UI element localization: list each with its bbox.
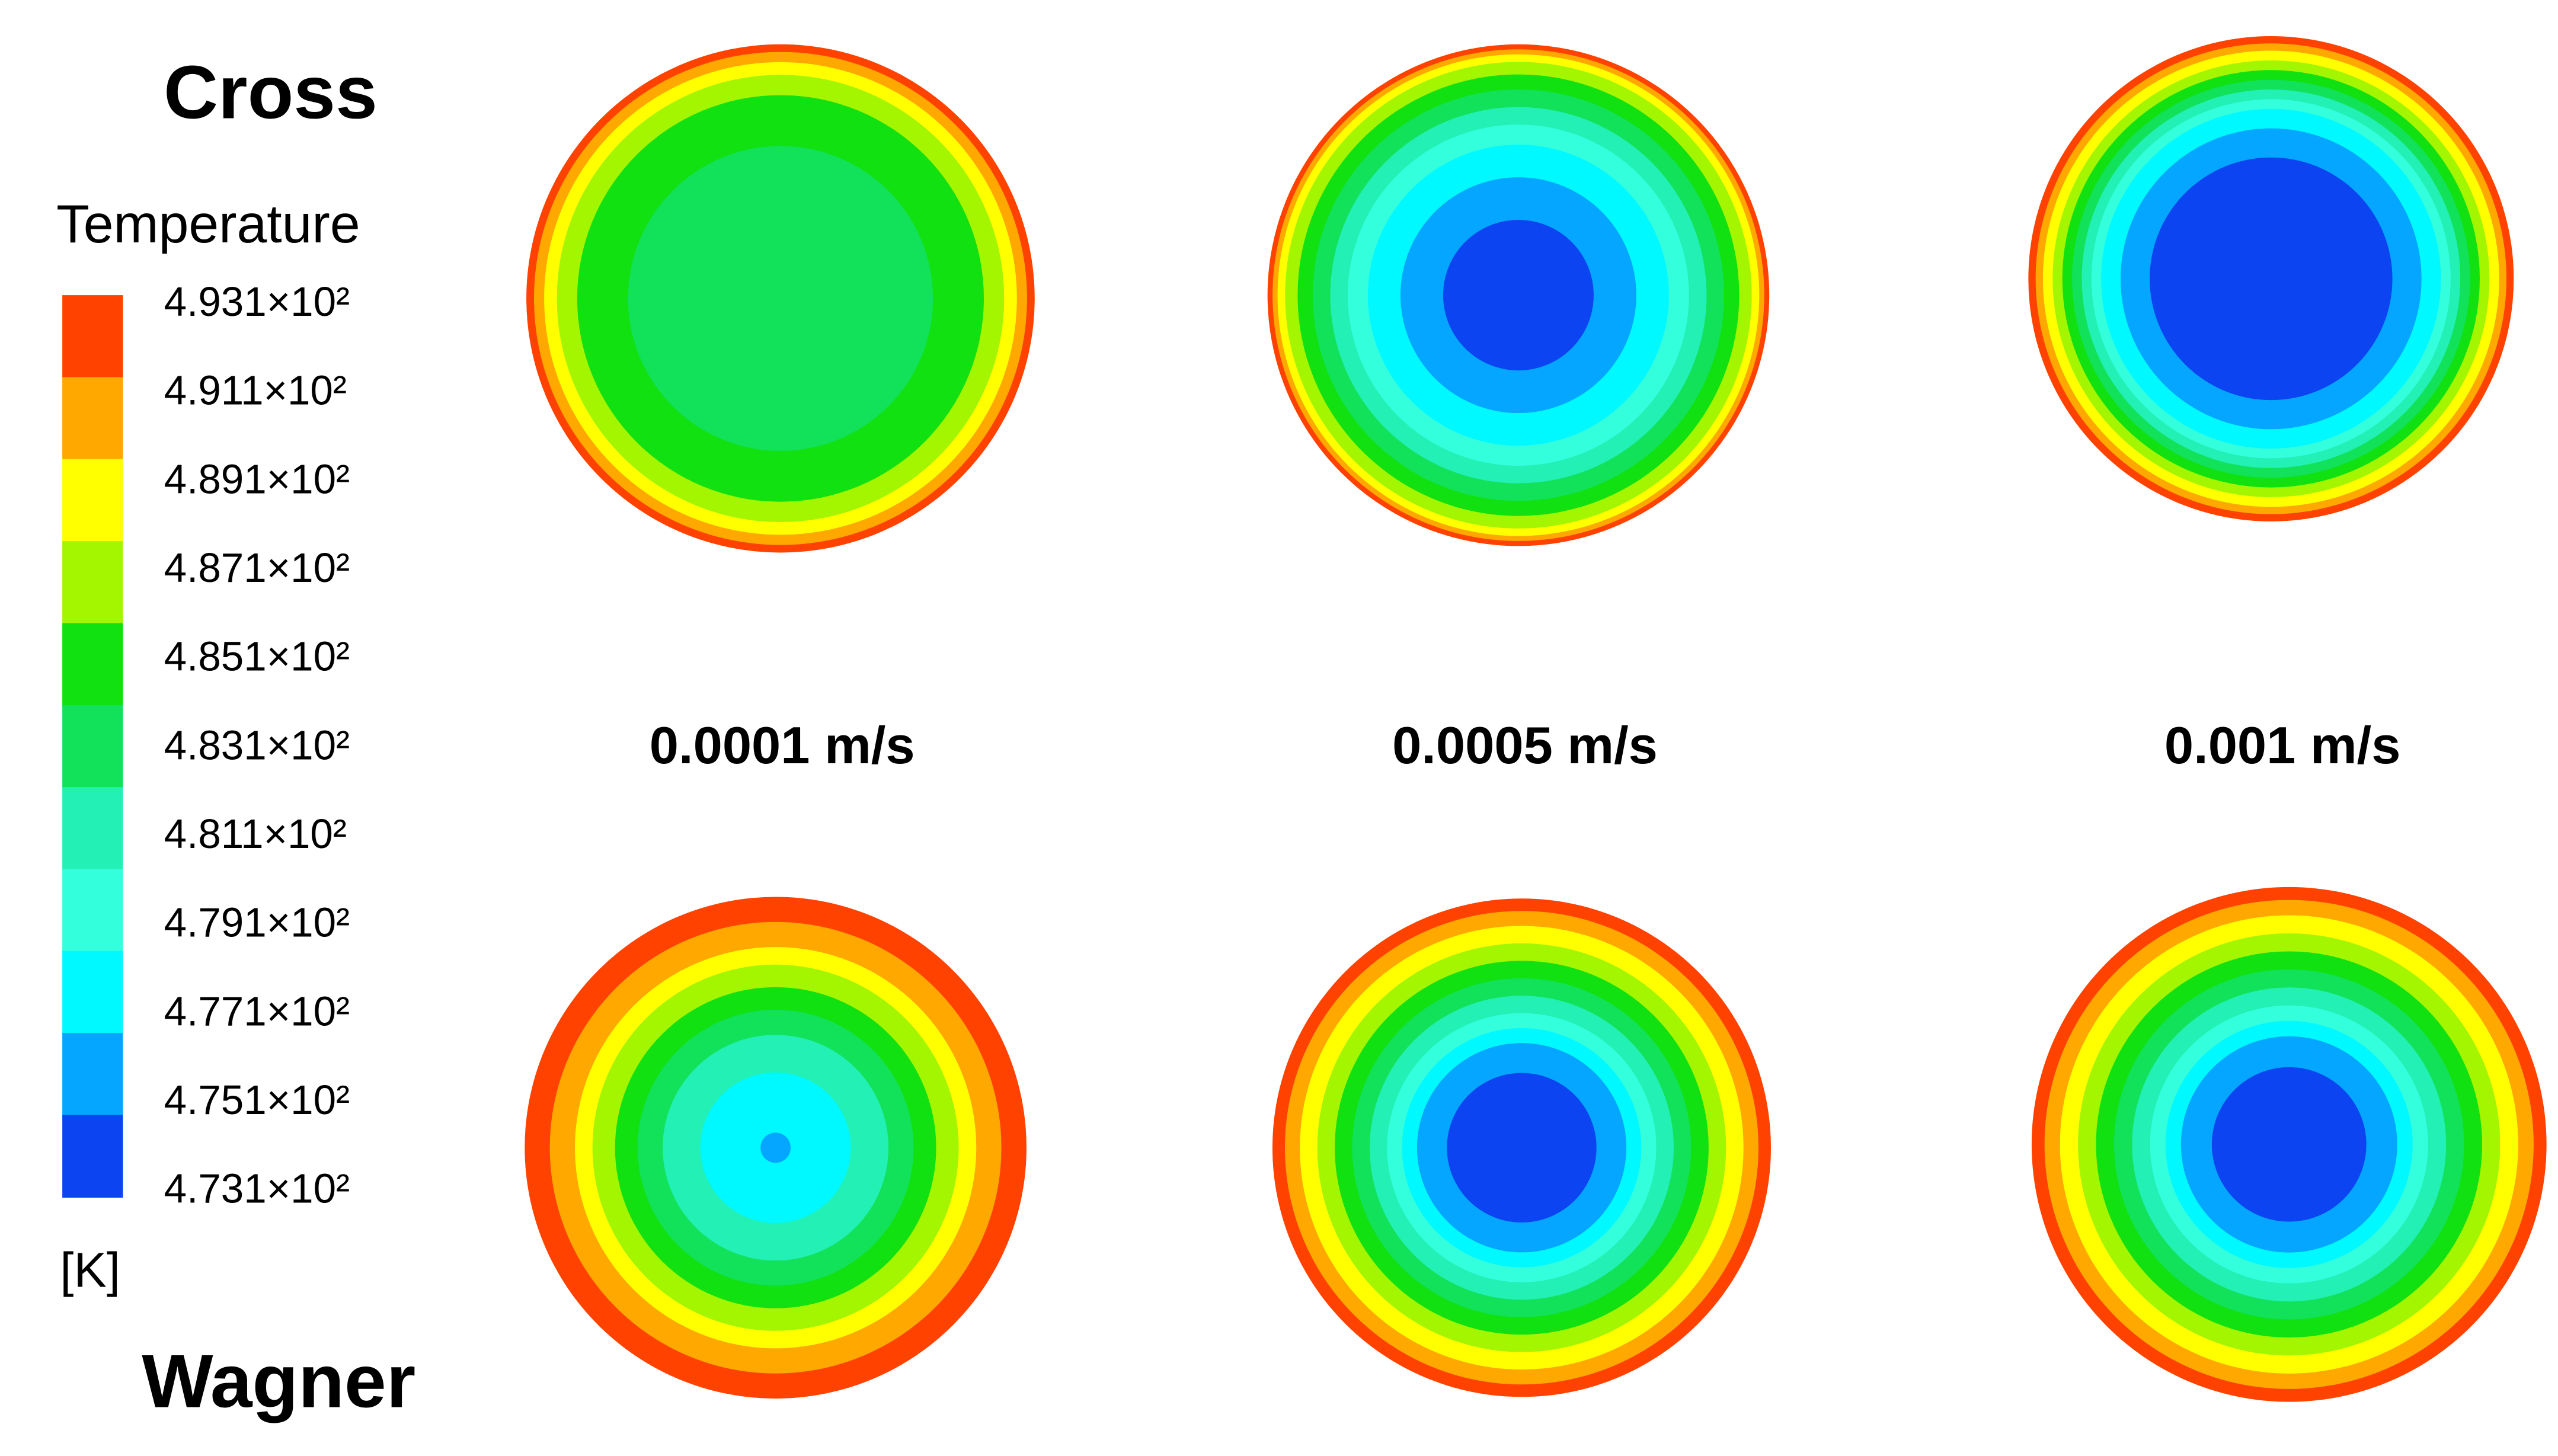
contour-band [2211,1067,2367,1222]
colorbar-label: 4.851×10² [164,633,350,680]
colorbar-band [62,623,123,706]
velocity-label: 0.0005 m/s [1392,716,1658,775]
contour-band [760,1132,791,1163]
velocity-label: 0.0001 m/s [650,716,915,775]
colorbar-label: 4.751×10² [164,1077,350,1123]
colorbar-label: 4.931×10² [164,279,350,325]
contour-band [1447,1073,1597,1223]
velocity-label: 0.001 m/s [2164,716,2401,775]
colorbar-title: Temperature [56,194,360,254]
colorbar-band [62,951,123,1034]
row-label: Wagner [142,1339,415,1423]
colorbar-label: 4.891×10² [164,456,350,502]
colorbar-band [62,705,123,788]
colorbar-label: 4.911×10² [164,367,347,414]
colorbar-unit: [K] [60,1243,120,1298]
colorbar-label: 4.831×10² [164,722,350,768]
colorbar-band [62,459,123,542]
colorbar: 4.931×10² 4.911×10² 4.891×10² 4.871×10² 4.85… [62,279,350,1212]
colorbar-band [62,787,123,870]
contour-band [628,146,933,451]
colorbar-band [62,869,123,952]
colorbar-label: 4.791×10² [164,900,350,946]
colorbar-band [62,1115,123,1198]
colorbar-band [62,541,123,624]
colorbar-label: 4.731×10² [164,1166,350,1212]
colorbar-label: 4.771×10² [164,988,350,1034]
contour-band [1443,220,1594,371]
colorbar-band [62,295,123,378]
contour-plots [525,36,2547,1402]
colorbar-label: 4.871×10² [164,545,350,591]
colorbar-band [62,377,123,460]
row-label: Cross [164,50,378,135]
colorbar-label: 4.811×10² [164,811,347,857]
contour-band [2150,157,2393,401]
colorbar-band [62,1033,123,1116]
